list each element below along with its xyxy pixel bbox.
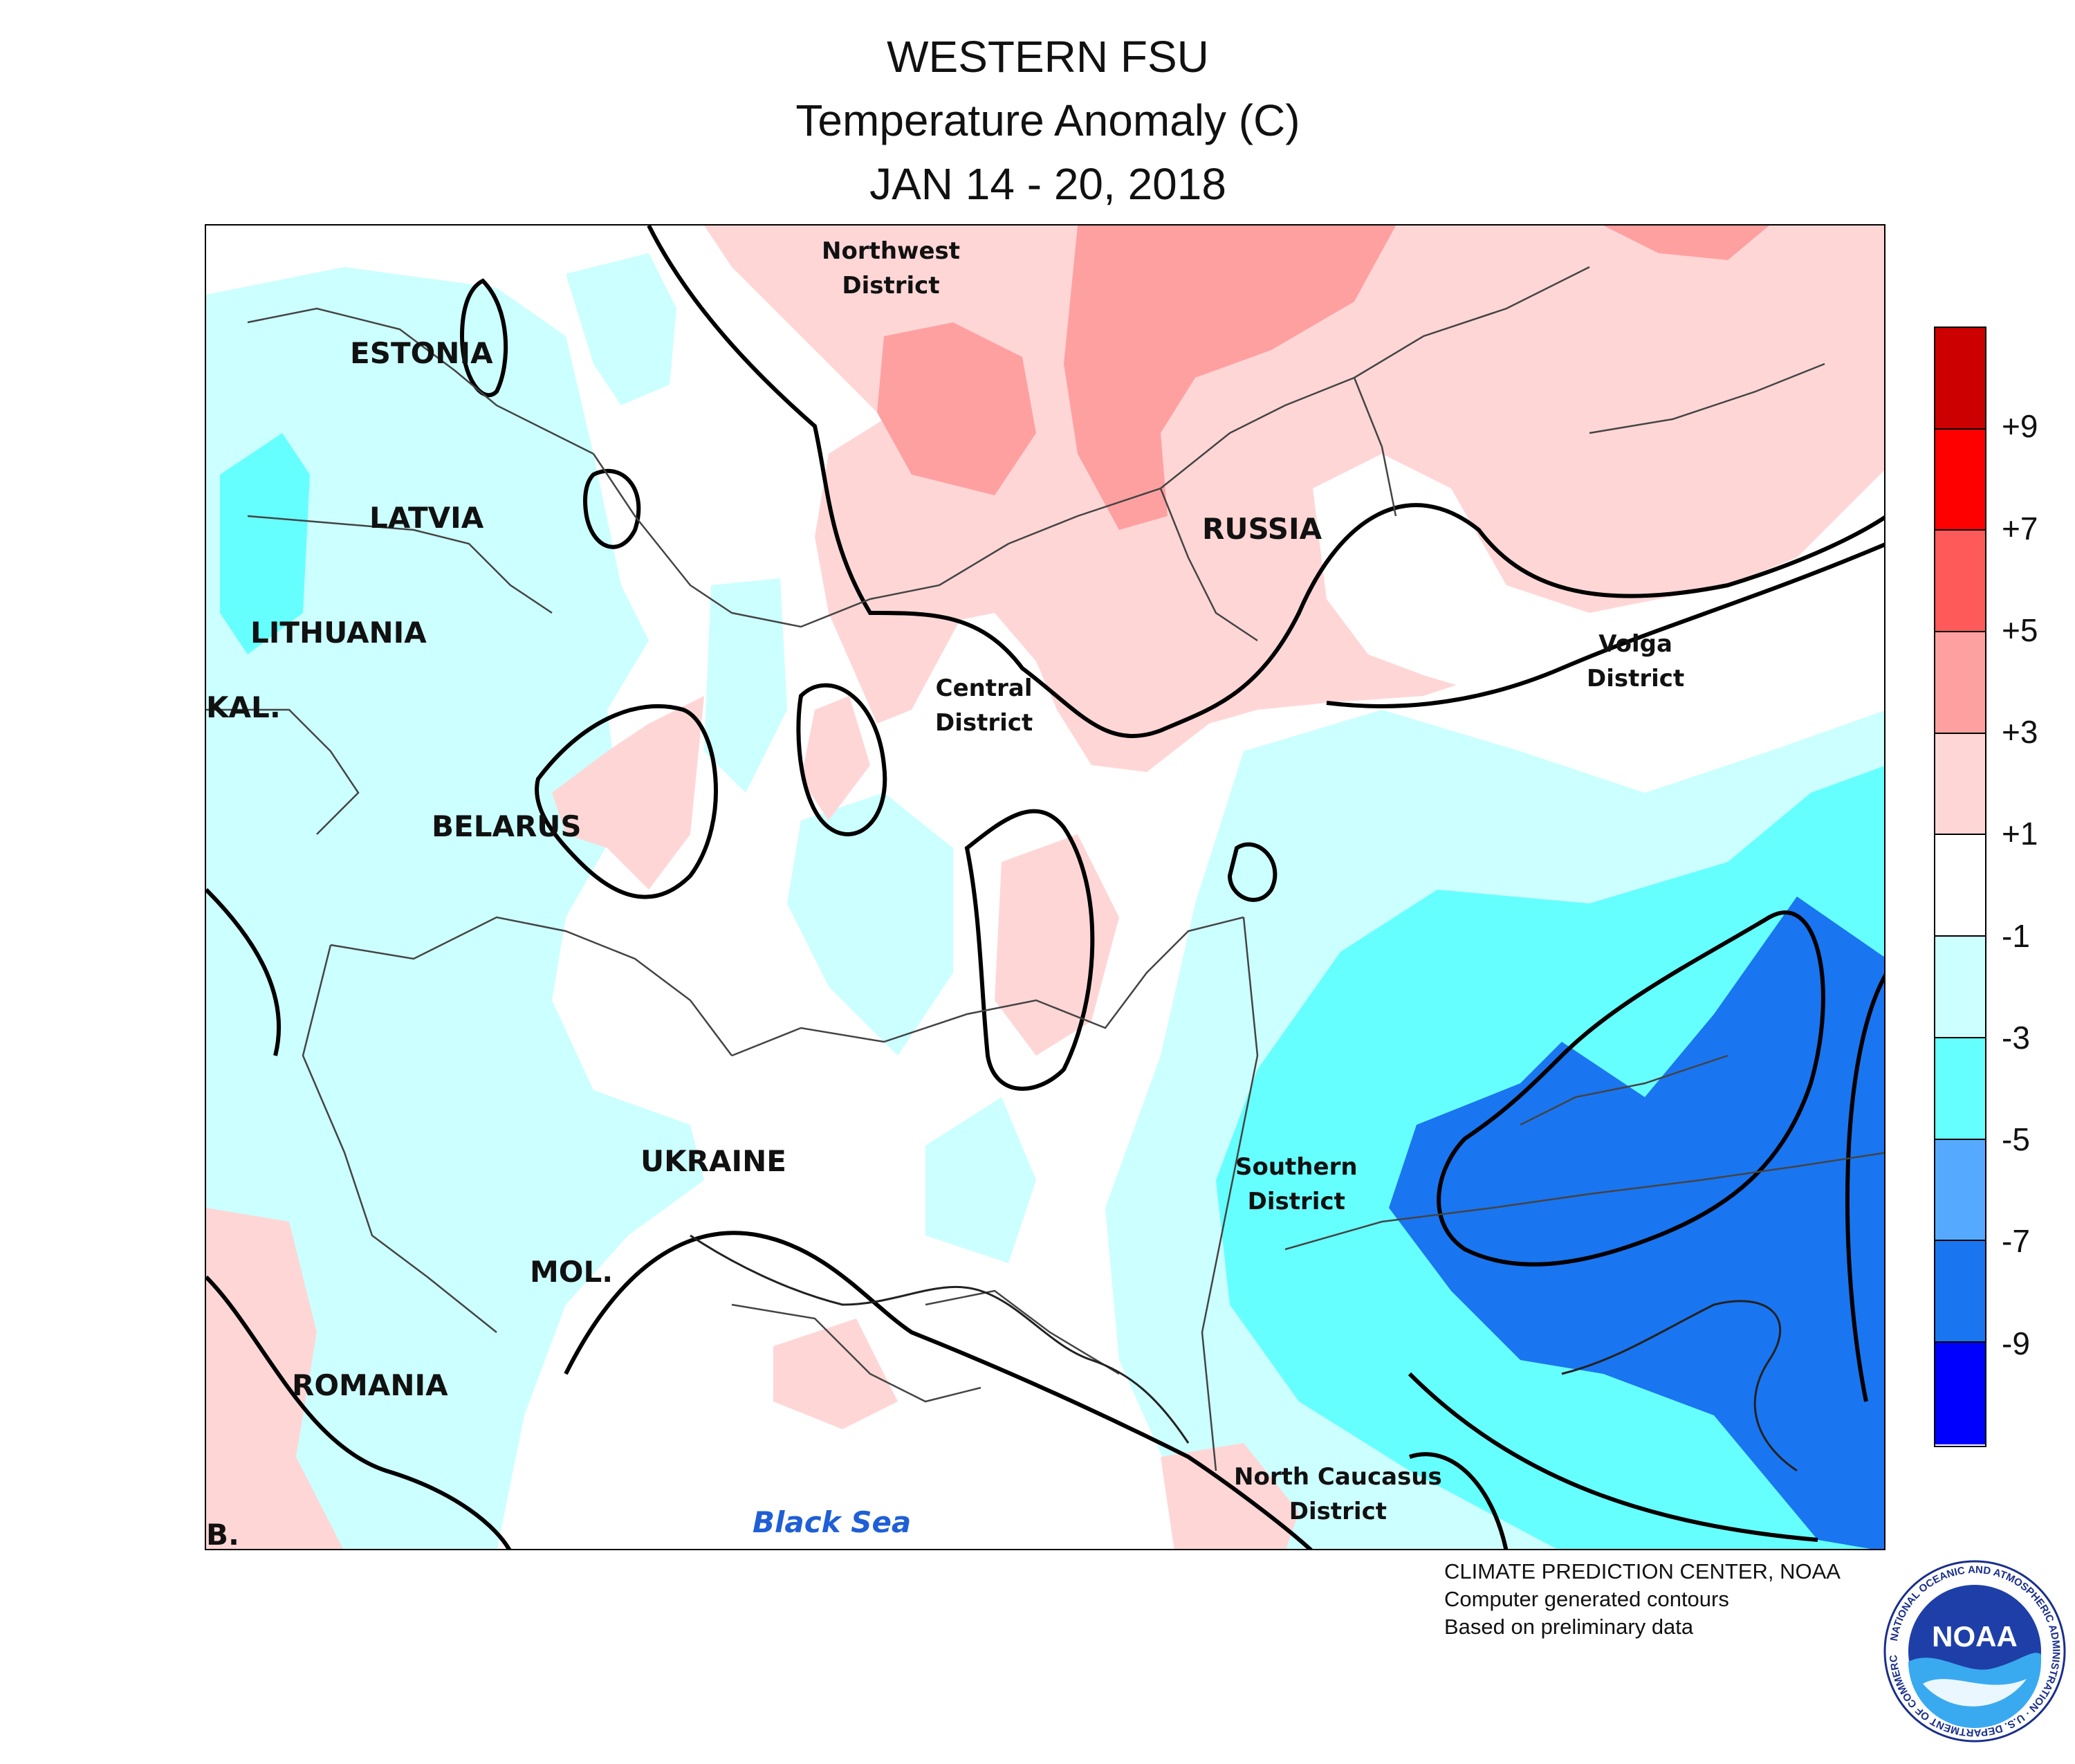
- legend-swatch: [1935, 632, 1985, 734]
- label-lithuania: LITHUANIA: [250, 616, 427, 650]
- anomaly-contours: [206, 226, 1884, 1549]
- cool-anomaly-area-north: [566, 253, 676, 405]
- map-title: WESTERN FSU: [887, 32, 1209, 82]
- legend-tick-label: -1: [2002, 917, 2030, 954]
- credits-block: CLIMATE PREDICTION CENTER, NOAA Computer…: [1444, 1558, 1841, 1641]
- map-title-block: WESTERN FSU Temperature Anomaly (C) JAN …: [0, 25, 2075, 216]
- legend-swatch: [1935, 937, 1985, 1038]
- label-black-sea: Black Sea: [753, 1505, 912, 1539]
- label-central-district: Central District: [935, 674, 1033, 737]
- legend-tick-label: +7: [2002, 510, 2038, 546]
- warm-pocket-romania: [206, 1208, 343, 1549]
- label-latvia: LATVIA: [369, 501, 484, 535]
- legend-swatch: [1935, 835, 1985, 937]
- warm-pocket-belarus: [552, 696, 704, 890]
- cold-anomaly-area-baltic: [220, 433, 310, 654]
- label-ukraine: UKRAINE: [640, 1144, 786, 1178]
- label-russia: RUSSIA: [1202, 512, 1322, 546]
- legend-swatch: [1935, 733, 1985, 836]
- legend-tick-label: +9: [2002, 408, 2038, 445]
- legend-swatch: [1935, 1241, 1985, 1343]
- legend-tick-label: +3: [2002, 714, 2038, 751]
- very-cold-anomaly-area: [1389, 897, 1884, 1549]
- anomaly-map: ESTONIA LATVIA LITHUANIA KAL. BELARUS UK…: [205, 224, 1885, 1550]
- label-northwest-district: Northwest District: [822, 237, 960, 300]
- warm-anomaly-core-center: [1064, 226, 1396, 530]
- label-romania: ROMANIA: [292, 1368, 448, 1402]
- label-southern-district: Southern District: [1235, 1153, 1358, 1215]
- label-bulgaria: B.: [206, 1518, 239, 1550]
- legend-tick-label: -5: [2002, 1121, 2030, 1158]
- map-subtitle: Temperature Anomaly (C): [795, 95, 1300, 145]
- contour-lines: [206, 226, 1884, 1549]
- warm-pocket-central: [801, 696, 870, 820]
- legend-tick-label: -3: [2002, 1019, 2030, 1056]
- label-moldova: MOL.: [530, 1255, 614, 1289]
- legend-swatch: [1935, 1342, 1985, 1444]
- label-north-caucasus-district: North Caucasus District: [1234, 1463, 1442, 1525]
- legend-swatch: [1935, 531, 1985, 633]
- warm-pocket-crimea: [773, 1319, 898, 1429]
- warm-anomaly-core-east: [1603, 226, 1769, 260]
- label-kaliningrad: KAL.: [206, 690, 281, 724]
- legend-tick-label: +5: [2002, 612, 2038, 648]
- warm-pocket-caucasus: [1161, 1443, 1299, 1549]
- noaa-logo: NOAA NATIONAL OCEANIC AND ATMOSPHERIC AD…: [1881, 1558, 2066, 1743]
- cool-anomaly-area-ukraine: [787, 793, 953, 1056]
- credit-line-method: Computer generated contours: [1444, 1587, 1729, 1611]
- coastlines: [690, 1234, 1798, 1472]
- legend-swatch: [1935, 429, 1985, 531]
- legend-tick-label: -9: [2002, 1325, 2030, 1361]
- neutral-anomaly-area-volga: [1313, 454, 1884, 710]
- cool-anomaly-area-central: [704, 578, 787, 793]
- credit-line-note: Based on preliminary data: [1444, 1615, 1694, 1639]
- label-belarus: BELARUS: [432, 809, 582, 843]
- color-scale-legend: [1934, 327, 1986, 1447]
- warm-anomaly-core-west: [877, 322, 1036, 495]
- label-volga-district: Volga District: [1587, 630, 1685, 692]
- credit-line-source: CLIMATE PREDICTION CENTER, NOAA: [1444, 1559, 1841, 1583]
- legend-swatch: [1935, 1038, 1985, 1140]
- legend-tick-label: +1: [2002, 816, 2038, 852]
- cool-anomaly-area-south: [925, 1097, 1036, 1263]
- legend-swatch: [1935, 328, 1985, 430]
- label-estonia: ESTONIA: [350, 336, 493, 370]
- cool-anomaly-area-west: [206, 267, 704, 1549]
- legend-tick-label: -7: [2002, 1223, 2030, 1260]
- svg-text:NOAA: NOAA: [1932, 1620, 2018, 1653]
- legend-swatch: [1935, 1139, 1985, 1242]
- map-period: JAN 14 - 20, 2018: [869, 159, 1226, 209]
- country-borders: [206, 266, 1884, 1471]
